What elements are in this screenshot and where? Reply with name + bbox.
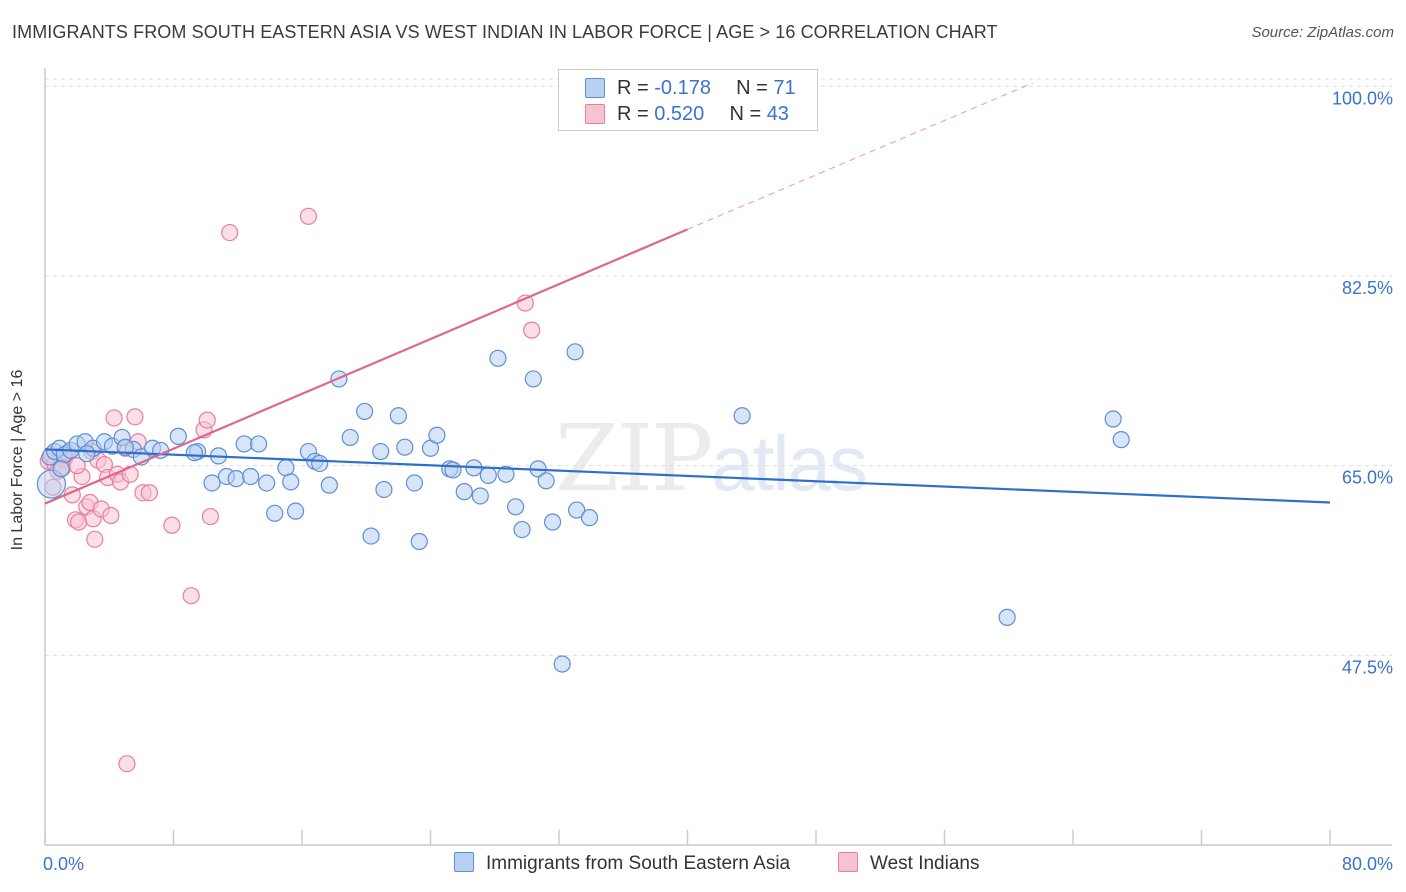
- sea-immigrants-point: [1112, 431, 1130, 449]
- sea-immigrants-point: [372, 442, 390, 461]
- sea-immigrants-point: [52, 460, 70, 478]
- legend-pink-r-value: 0.520: [654, 103, 705, 125]
- bottom-legend-pink: West Indians: [838, 852, 979, 875]
- sea-immigrants-point: [169, 427, 187, 445]
- watermark-atlas: atlas: [711, 419, 868, 507]
- sea-immigrants-point: [311, 454, 329, 473]
- sea-immigrants-point: [733, 407, 751, 425]
- sea-immigrants-point: [543, 513, 562, 531]
- sea-immigrants-point: [282, 473, 300, 491]
- sea-immigrants-point: [389, 407, 407, 425]
- watermark: ZIPatlas: [555, 405, 868, 512]
- sea-immigrants-point: [998, 608, 1016, 626]
- west-indians-point: [68, 457, 86, 475]
- legend-blue-r-value: -0.178: [654, 77, 711, 99]
- sea-immigrants-points: [36, 343, 1130, 673]
- sea-immigrants-point: [455, 483, 473, 501]
- sea-immigrants-point: [1104, 410, 1122, 428]
- west-indians-point: [118, 755, 136, 773]
- sea-immigrants-point: [580, 509, 599, 527]
- sea-immigrants-point: [444, 461, 462, 479]
- west-indians-point: [86, 530, 104, 548]
- legend-swatch-blue: [585, 78, 605, 98]
- west-indians-point: [221, 223, 239, 242]
- west-indians-point: [201, 507, 220, 526]
- sea-immigrants-point: [507, 498, 525, 516]
- legend-blue-r-label: R =: [617, 77, 655, 99]
- sea-immigrants-point: [479, 466, 497, 484]
- bottom-legend-pink-label: West Indians: [870, 853, 980, 874]
- bottom-legend-blue-label: Immigrants from South Eastern Asia: [486, 853, 791, 874]
- sea-immigrants-point: [235, 435, 253, 453]
- west-indians-point: [198, 411, 216, 429]
- sea-immigrants-point: [396, 438, 414, 456]
- west-indians-trend-extension: [687, 82, 1034, 230]
- watermark-zip: ZIP: [555, 405, 713, 512]
- y-tick-label: 82.5%: [1342, 278, 1393, 298]
- west-indians-point: [299, 207, 318, 225]
- sea-immigrants-point: [566, 343, 584, 361]
- legend-blue-n-value: 71: [773, 77, 796, 99]
- sea-immigrants-point: [537, 472, 555, 490]
- sea-immigrants-point: [513, 520, 531, 539]
- sea-immigrants-point: [203, 474, 221, 492]
- x-tick-label-max: 80.0%: [1342, 854, 1393, 874]
- y-tick-label: 65.0%: [1342, 468, 1393, 488]
- sea-immigrants-point: [497, 465, 515, 483]
- trend-lines: [44, 82, 1331, 505]
- sea-immigrants-point: [227, 470, 245, 488]
- chart-title: IMMIGRANTS FROM SOUTH EASTERN ASIA VS WE…: [12, 22, 998, 42]
- west-indians-point: [182, 587, 200, 605]
- y-tick-label: 47.5%: [1342, 657, 1393, 677]
- legend-pink-r-label: R =: [617, 103, 655, 125]
- legend-blue-n-label: N =: [736, 77, 774, 99]
- sea-immigrants-point: [258, 474, 276, 492]
- sea-immigrants-point: [428, 426, 446, 444]
- y-tick-label: 100.0%: [1332, 88, 1393, 108]
- sea-immigrants-point: [405, 474, 424, 492]
- legend-swatch-pink: [585, 104, 605, 124]
- west-indians-point: [105, 409, 123, 427]
- correlation-legend: R = -0.178 N = 71 R = 0.520 N = 43: [558, 69, 818, 131]
- sea-immigrants-point: [568, 501, 586, 519]
- bottom-legend-blue: Immigrants from South Eastern Asia: [454, 852, 790, 875]
- sea-immigrants-point: [341, 428, 359, 447]
- gridlines: [45, 78, 1392, 656]
- sea-immigrants-point: [286, 502, 305, 520]
- west-indians-point: [126, 408, 144, 426]
- legend-pink-n-value: 43: [766, 103, 789, 125]
- west-indians-point: [523, 321, 541, 339]
- sea-immigrants-point: [116, 438, 134, 456]
- sea-immigrants-point: [524, 370, 542, 388]
- x-tick-label-min: 0.0%: [43, 854, 84, 874]
- source-label: Source: ZipAtlas.com: [1251, 24, 1394, 41]
- west-indians-point: [70, 513, 88, 531]
- west-indians-point: [140, 484, 159, 502]
- sea-immigrants-point: [356, 402, 374, 421]
- sea-immigrants-point: [489, 349, 507, 367]
- sea-immigrants-point: [266, 504, 284, 522]
- tick-labels: 47.5% 65.0% 82.5% 100.0% 0.0% 80.0%: [43, 88, 1393, 874]
- sea-immigrants-point: [410, 532, 428, 551]
- sea-immigrants-point: [471, 487, 489, 505]
- y-axis-label: In Labor Force | Age > 16: [9, 369, 26, 551]
- axes: [44, 68, 1392, 846]
- sea-immigrants-point: [185, 444, 203, 462]
- sea-immigrants-point: [362, 527, 380, 545]
- legend-pink-n-label: N =: [729, 103, 767, 125]
- sea-immigrants-point: [553, 655, 571, 673]
- bottom-legend-swatch-pink: [838, 852, 858, 872]
- sea-immigrants-point: [242, 467, 260, 486]
- sea-immigrants-point: [250, 435, 268, 453]
- west-indians-point: [102, 506, 120, 525]
- bottom-legend-swatch-blue: [454, 852, 474, 872]
- sea-immigrants-trend-line: [44, 448, 1331, 504]
- sea-immigrants-point: [320, 476, 338, 494]
- west-indians-trend-line: [44, 228, 688, 505]
- sea-immigrants-point: [78, 445, 96, 463]
- west-indians-point: [163, 516, 181, 534]
- sea-immigrants-point: [375, 480, 393, 499]
